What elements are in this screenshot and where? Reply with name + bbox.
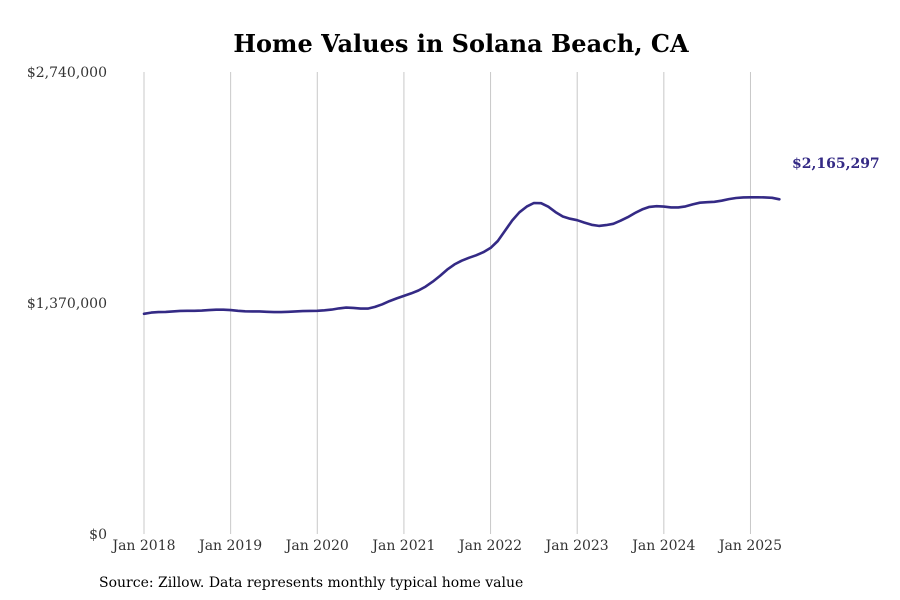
gridlines <box>143 72 751 534</box>
y-tick-label: $0 <box>89 527 107 543</box>
x-tick-label: Jan 2022 <box>457 538 522 554</box>
x-tick-label: Jan 2025 <box>717 538 782 554</box>
x-axis-ticks: Jan 2018 Jan 2019 Jan 2020 Jan 2021 Jan 2022… <box>110 538 782 554</box>
x-tick-label: Jan 2018 <box>110 538 175 554</box>
source-note: Source: Zillow. Data represents monthly … <box>99 575 523 591</box>
end-value-label: $2,165,297 <box>792 156 880 172</box>
x-tick-label: Jan 2021 <box>370 538 435 554</box>
y-axis-ticks: $0 $1,370,000 $2,740,000 <box>27 65 107 543</box>
x-tick-label: Jan 2019 <box>197 538 262 554</box>
x-tick-label: Jan 2023 <box>544 538 609 554</box>
x-tick-label: Jan 2024 <box>630 538 695 554</box>
y-tick-label: $2,740,000 <box>27 65 107 81</box>
chart-title: Home Values in Solana Beach, CA <box>233 29 689 58</box>
x-tick-label: Jan 2020 <box>284 538 349 554</box>
series-line <box>142 196 781 316</box>
y-tick-label: $1,370,000 <box>27 296 107 312</box>
